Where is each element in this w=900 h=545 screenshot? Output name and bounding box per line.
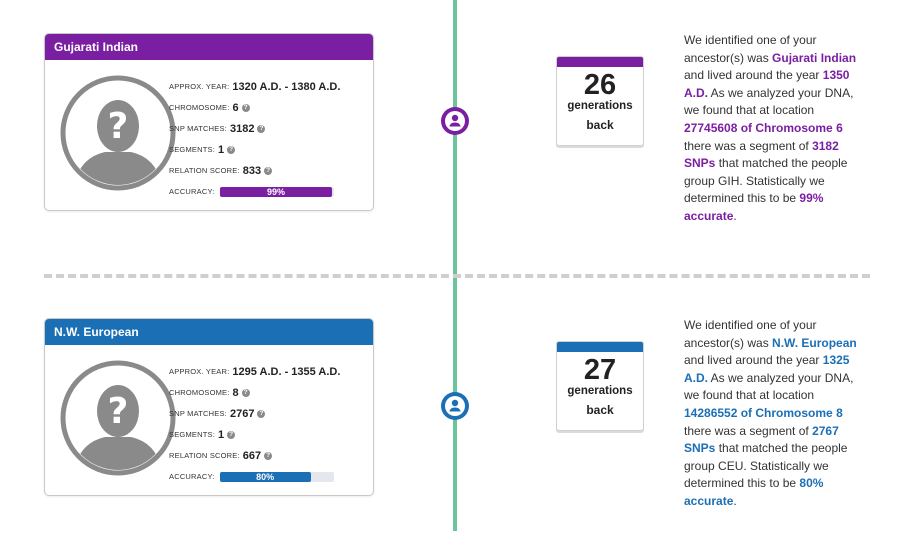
desc-text: and lived around the year (684, 68, 823, 83)
person-icon (445, 396, 465, 416)
segments-value: 1 (217, 143, 225, 156)
approx-year-row: APPROX. YEAR: 1295 A.D. - 1355 A.D. (169, 361, 369, 382)
desc-highlight-accuracy: 99% accurate (684, 191, 824, 223)
segments-row: SEGMENTS: 1 ? (169, 424, 369, 445)
timeline-node (441, 392, 469, 420)
snp-matches-value: 2767 (229, 407, 255, 420)
segments-label: SEGMENTS: (169, 430, 215, 439)
relation-score-row: RELATION SCORE: 833 ? (169, 160, 369, 181)
desc-text: that matched the people group GIH. Stati… (684, 156, 848, 206)
generations-label: generations (567, 385, 633, 397)
relation-score-label: RELATION SCORE: (169, 166, 240, 175)
desc-highlight-year: 1325 A.D. (684, 353, 850, 385)
unknown-person-icon: ? (60, 360, 176, 476)
calendar-top-bar (557, 342, 643, 352)
desc-highlight-snps: 3182 SNPs (684, 138, 839, 171)
card-header-title: Gujarati Indian (45, 34, 373, 60)
approx-year-label: APPROX. YEAR: (169, 82, 230, 91)
generations-calendar: 26 generations back (556, 56, 644, 146)
help-icon[interactable]: ? (227, 145, 236, 154)
desc-text: We identified one of your ancestor(s) wa… (684, 33, 817, 65)
approx-year-row: APPROX. YEAR: 1320 A.D. - 1380 A.D. (169, 76, 369, 97)
unknown-person-icon: ? (60, 75, 176, 191)
desc-text: there was a segment of (684, 138, 813, 153)
desc-highlight-accuracy: 80% accurate (684, 476, 824, 508)
accuracy-bar: 80% (219, 471, 334, 482)
chromosome-label: CHROMOSOME: (169, 103, 230, 112)
desc-text: We identified one of your ancestor(s) wa… (684, 318, 817, 350)
ancestor-card: Gujarati Indian ? APPROX. YEAR: 1320 A.D… (44, 33, 374, 211)
chromosome-label: CHROMOSOME: (169, 388, 230, 397)
generations-count: 27 (583, 354, 617, 386)
accuracy-bar: 99% (219, 186, 334, 197)
desc-text: . (733, 208, 737, 223)
accuracy-label: ACCURACY: (169, 187, 215, 196)
accuracy-row: ACCURACY: 80% ? (169, 466, 369, 487)
card-header-title: N.W. European (45, 319, 373, 345)
help-icon[interactable]: ? (257, 124, 266, 133)
help-icon[interactable]: ? (227, 430, 236, 439)
timeline-line (453, 0, 457, 531)
timeline-node (441, 107, 469, 135)
desc-highlight-snps: 2767 SNPs (684, 423, 839, 456)
segments-row: SEGMENTS: 1 ? (169, 139, 369, 160)
help-icon[interactable]: ? (241, 103, 250, 112)
ancestor-section-nw-european: N.W. European ? APPROX. YEAR: 1295 A.D. … (0, 285, 900, 545)
ancestor-card: N.W. European ? APPROX. YEAR: 1295 A.D. … (44, 318, 374, 496)
approx-year-label: APPROX. YEAR: (169, 367, 230, 376)
desc-text: As we analyzed your DNA, we found that a… (684, 85, 854, 118)
back-label: back (586, 403, 614, 417)
desc-text: there was a segment of (684, 423, 813, 438)
snp-matches-value: 3182 (229, 122, 255, 135)
chromosome-value: 6 (232, 101, 239, 114)
calendar-top-bar (557, 57, 643, 67)
ancestor-section-gujarati: Gujarati Indian ? APPROX. YEAR: 1320 A.D… (0, 0, 900, 260)
segments-label: SEGMENTS: (169, 145, 215, 154)
approx-year-value: 1295 A.D. - 1355 A.D. (232, 365, 341, 378)
stats-list: APPROX. YEAR: 1320 A.D. - 1380 A.D. CHRO… (169, 76, 369, 202)
chromosome-value: 8 (232, 386, 239, 399)
snp-matches-label: SNP MATCHES: (169, 124, 227, 133)
generations-count: 26 (583, 69, 617, 101)
accuracy-label: ACCURACY: (169, 472, 215, 481)
desc-text: and lived around the year (684, 353, 823, 368)
relation-score-value: 833 (242, 164, 262, 177)
desc-text: As we analyzed your DNA, we found that a… (684, 370, 854, 403)
ancestor-description: We identified one of your ancestor(s) wa… (684, 32, 870, 226)
ancestor-description: We identified one of your ancestor(s) wa… (684, 317, 870, 511)
desc-highlight-location: 14286552 of Chromosome 8 (684, 405, 843, 420)
svg-text:?: ? (108, 391, 129, 432)
snp-matches-row: SNP MATCHES: 3182 ? (169, 118, 369, 139)
accuracy-row: ACCURACY: 99% ? (169, 181, 369, 202)
snp-matches-row: SNP MATCHES: 2767 ? (169, 403, 369, 424)
accuracy-fill: 80% (219, 471, 311, 482)
section-divider (44, 274, 870, 278)
svg-text:?: ? (108, 106, 129, 147)
person-icon (445, 111, 465, 131)
accuracy-fill: 99% (219, 186, 333, 197)
desc-highlight-location: 27745608 of Chromosome 6 (684, 120, 843, 135)
approx-year-value: 1320 A.D. - 1380 A.D. (232, 80, 341, 93)
desc-highlight-year: 1350 A.D. (684, 68, 850, 100)
segments-value: 1 (217, 428, 225, 441)
help-icon[interactable]: ? (264, 451, 273, 460)
desc-highlight-group: Gujarati Indian (772, 50, 857, 65)
generations-label: generations (567, 100, 633, 112)
relation-score-row: RELATION SCORE: 667 ? (169, 445, 369, 466)
relation-score-label: RELATION SCORE: (169, 451, 240, 460)
generations-calendar: 27 generations back (556, 341, 644, 431)
desc-highlight-group: N.W. European (772, 335, 857, 350)
desc-text: that matched the people group CEU. Stati… (684, 441, 848, 491)
desc-text: . (733, 493, 737, 508)
chromosome-row: CHROMOSOME: 8 ? (169, 382, 369, 403)
snp-matches-label: SNP MATCHES: (169, 409, 227, 418)
help-icon[interactable]: ? (241, 388, 250, 397)
help-icon[interactable]: ? (257, 409, 266, 418)
help-icon[interactable]: ? (264, 166, 273, 175)
chromosome-row: CHROMOSOME: 6 ? (169, 97, 369, 118)
stats-list: APPROX. YEAR: 1295 A.D. - 1355 A.D. CHRO… (169, 361, 369, 487)
relation-score-value: 667 (242, 449, 262, 462)
back-label: back (586, 118, 614, 132)
